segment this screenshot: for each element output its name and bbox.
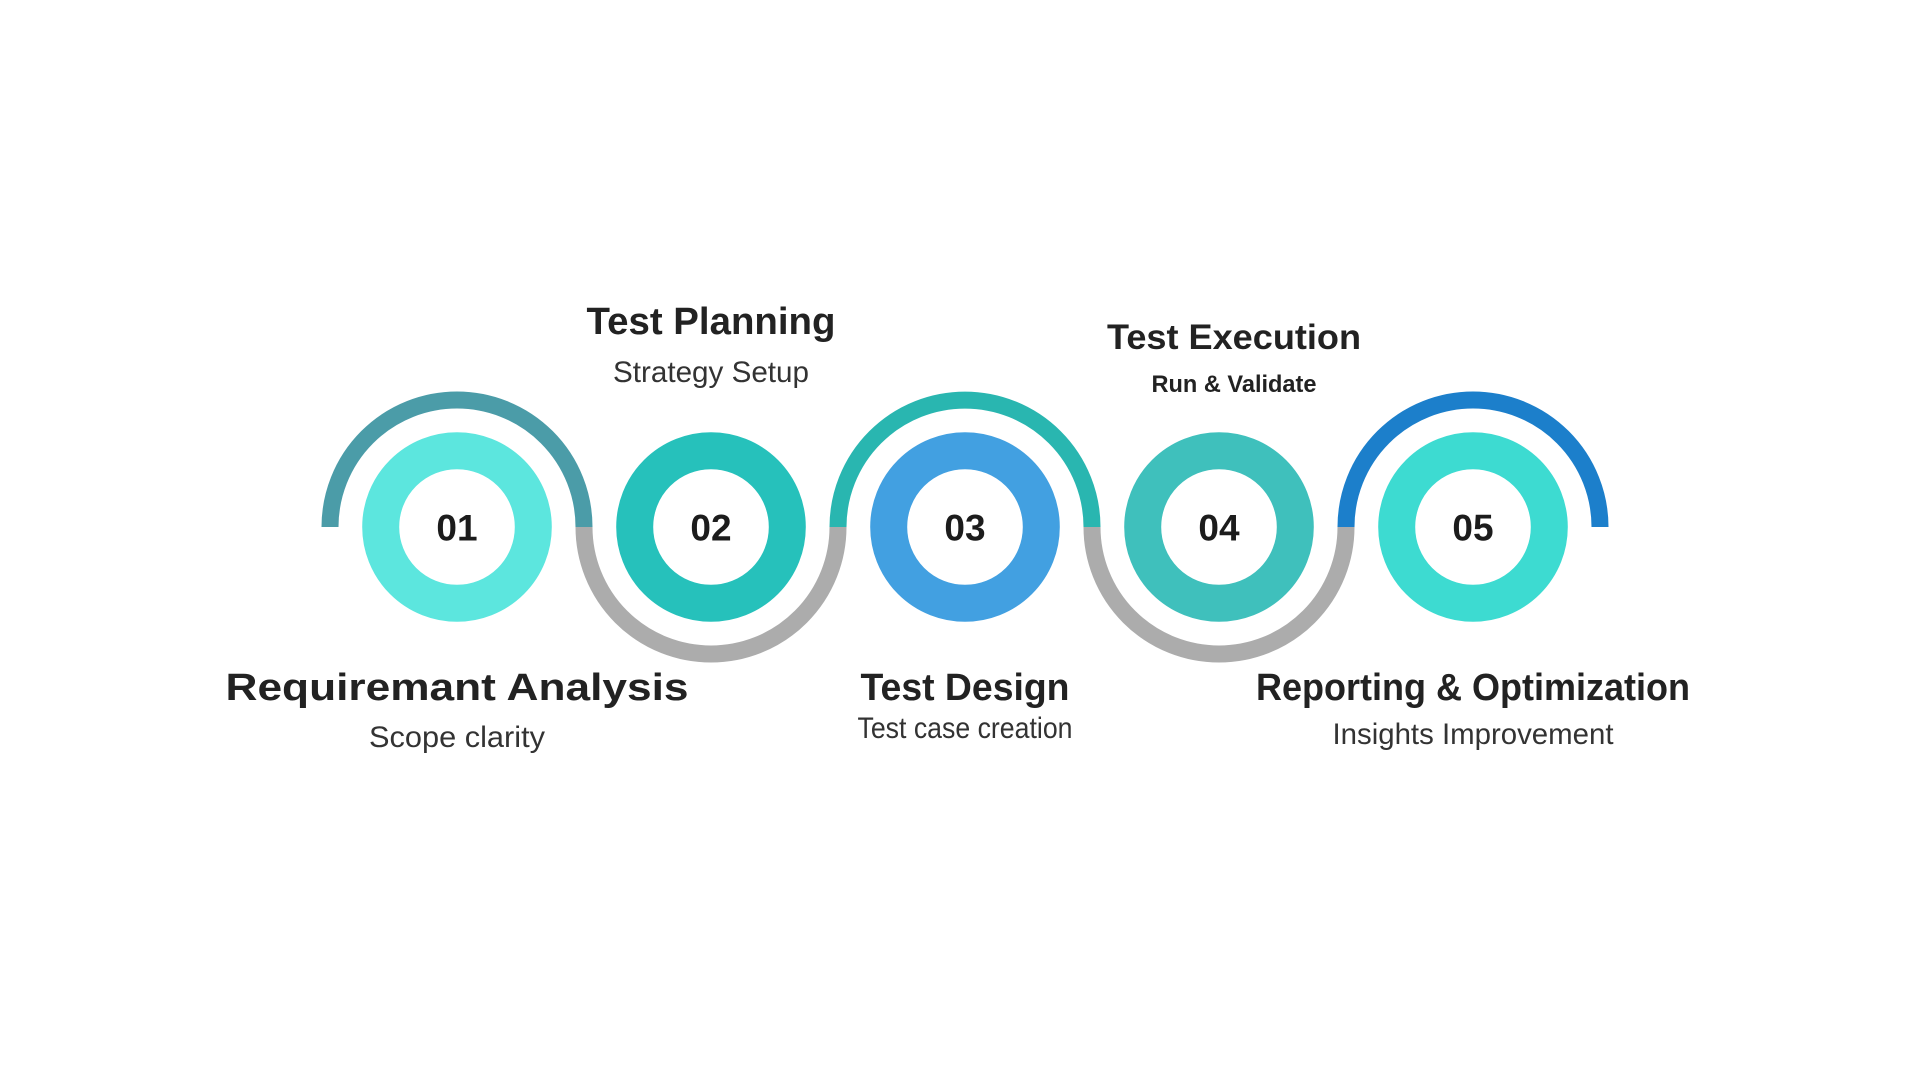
svg-text:Reporting & Optimization: Reporting & Optimization xyxy=(1256,667,1690,709)
svg-text:Test case creation: Test case creation xyxy=(858,712,1073,745)
svg-text:Run & Validate: Run & Validate xyxy=(1152,371,1317,398)
svg-text:Strategy Setup: Strategy Setup xyxy=(613,356,809,389)
svg-text:Test Planning: Test Planning xyxy=(587,301,836,343)
svg-text:Requiremant Analysis: Requiremant Analysis xyxy=(226,667,689,709)
svg-text:02: 02 xyxy=(690,508,731,549)
svg-text:03: 03 xyxy=(944,508,985,549)
svg-text:05: 05 xyxy=(1452,508,1493,549)
svg-text:Test Execution: Test Execution xyxy=(1107,318,1361,357)
svg-text:04: 04 xyxy=(1198,508,1240,549)
svg-text:Scope clarity: Scope clarity xyxy=(369,721,545,754)
svg-text:Test Design: Test Design xyxy=(861,667,1070,709)
svg-text:Insights Improvement: Insights Improvement xyxy=(1333,718,1615,751)
svg-text:01: 01 xyxy=(436,508,477,549)
